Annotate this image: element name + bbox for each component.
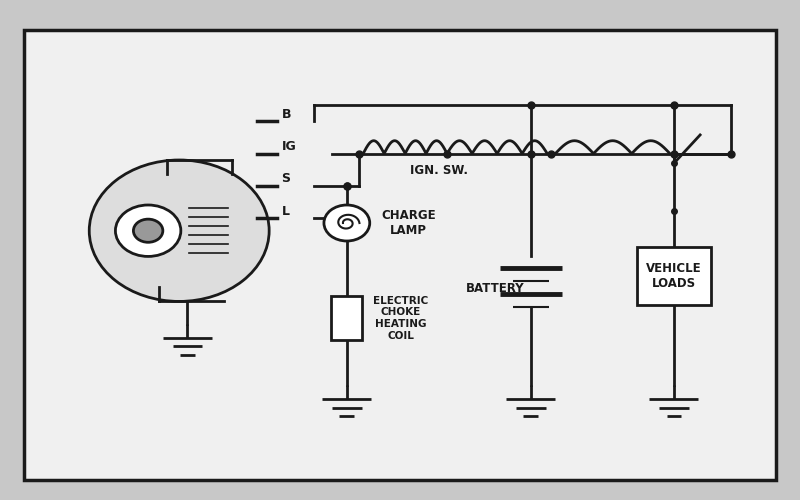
Text: S: S [282,172,290,186]
Text: L: L [282,204,290,218]
Circle shape [115,205,181,256]
Text: ELECTRIC
CHOKE
HEATING
COIL: ELECTRIC CHOKE HEATING COIL [373,296,428,341]
Text: B: B [282,108,291,121]
Text: IG: IG [282,140,296,153]
Circle shape [134,219,163,242]
Text: CHARGE
LAMP: CHARGE LAMP [381,209,436,237]
Bar [637,247,710,304]
Text: IGN. SW.: IGN. SW. [410,164,468,177]
Circle shape [324,205,370,241]
Bar [331,296,362,340]
Circle shape [90,160,269,302]
Text: BATTERY: BATTERY [466,282,524,295]
Text: VEHICLE
LOADS: VEHICLE LOADS [646,262,702,289]
